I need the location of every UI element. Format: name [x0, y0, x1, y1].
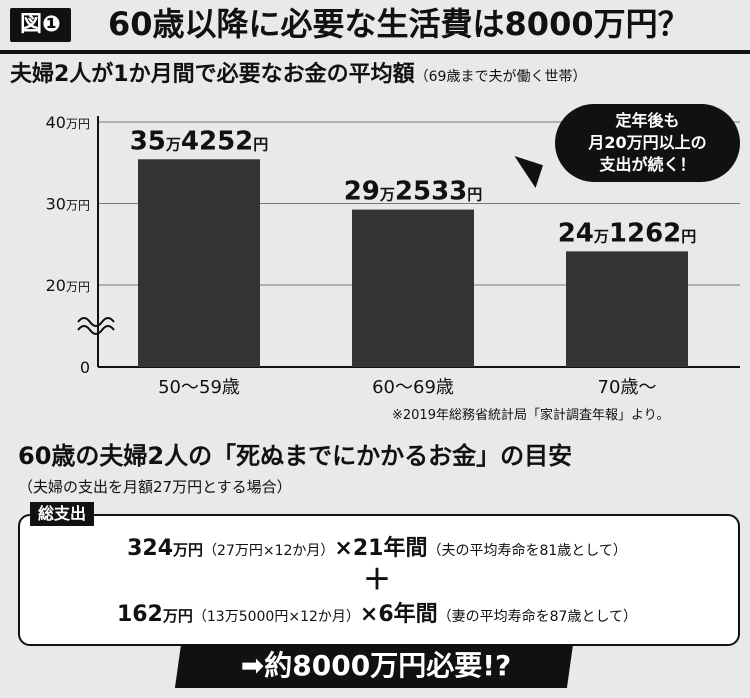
years: ×21年間: [334, 536, 428, 561]
amount-unit: 万円: [173, 541, 204, 559]
axis-break-icon: [77, 317, 115, 335]
section-note: （夫婦の支出を月額27万円とする場合）: [18, 478, 292, 496]
result-text: ➡約8000万円必要!?: [240, 649, 512, 682]
bar-value-label: 35万4252円: [130, 126, 269, 156]
plus-symbol: ＋: [362, 563, 391, 596]
total-expense-box: [18, 514, 740, 646]
bar-value-labels: 35万4252円 29万2533円 24万1262円: [130, 126, 697, 248]
x-tick-label: 50〜59歳: [158, 377, 240, 398]
y-tick-label: 20万円: [46, 276, 90, 295]
calc-line-husband: 324万円（27万円×12か月）×21年間（夫の平均寿命を81歳として）: [0, 530, 750, 562]
bar: [352, 209, 474, 367]
amount-unit: 万円: [162, 607, 193, 625]
lifespan-note: （妻の平均寿命を87歳として）: [437, 609, 638, 625]
bar-value-label: 24万1262円: [558, 218, 697, 248]
calc-detail: （27万円×12か月）: [203, 543, 335, 559]
figure-badge: 図❶: [10, 8, 71, 42]
bar: [138, 159, 260, 367]
bar: [566, 251, 688, 367]
lifespan-note: （夫の平均寿命を81歳として）: [427, 543, 627, 559]
bar-chart: 40万円 30万円 20万円 0 35万4252円 29万2533円 24万1262円 5…: [46, 113, 740, 398]
years: ×6年間: [359, 602, 438, 627]
bars: [138, 159, 688, 367]
chart-title-note: （69歳まで夫が働く世帯）: [414, 69, 587, 85]
chart-title-main: 夫婦2人が1か月間で必要なお金の平均額: [10, 62, 415, 87]
x-axis-labels: 50〜59歳 60〜69歳 70歳〜: [158, 377, 656, 398]
x-tick-label: 60〜69歳: [372, 377, 454, 398]
bubble-line-3: 支出が続く！: [599, 155, 696, 174]
bubble-line-2: 月20万円以上の: [588, 133, 707, 152]
calc-detail: （13万5000円×12か月）: [192, 609, 360, 625]
y-tick-label: 30万円: [46, 195, 90, 214]
amount-value: 162: [116, 602, 163, 627]
chart-title: 夫婦2人が1か月間で必要なお金の平均額（69歳まで夫が働く世帯）: [10, 60, 586, 92]
page-title: 60歳以降に必要な生活費は8000万円？: [108, 5, 690, 43]
bar-value-label: 29万2533円: [344, 177, 483, 207]
header: [0, 0, 750, 48]
calc-line-wife: 162万円（13万5000円×12か月）×6年間（妻の平均寿命を87歳として）: [0, 596, 750, 628]
speech-bubble: 定年後も 月20万円以上の 支出が続く！: [555, 104, 740, 182]
source-note: ※2019年総務省統計局「家計調査年報」より。: [392, 408, 670, 423]
divider: [0, 50, 750, 54]
section-title: 60歳の夫婦2人の「死ぬまでにかかるお金」の目安: [18, 442, 573, 470]
bubble-line-1: 定年後も: [615, 111, 680, 130]
x-tick-label: 70歳〜: [598, 377, 657, 398]
plus-sign: ＋: [0, 558, 750, 598]
amount-value: 324: [127, 536, 174, 561]
y-tick-label: 0: [80, 358, 90, 377]
y-tick-label: 40万円: [46, 113, 90, 132]
total-expense-label: 総支出: [30, 502, 95, 526]
